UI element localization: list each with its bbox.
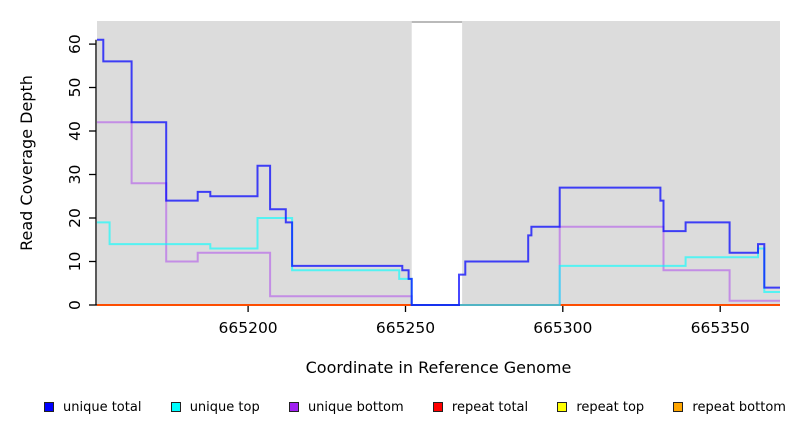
series-line-unique-bottom [97,121,780,306]
legend-item-repeat-top: repeat top [557,401,644,414]
y-tick-label: 30 [66,165,84,185]
legend-swatch-repeat-top [557,402,568,412]
legend-swatch-repeat-total [432,402,443,412]
legend-label: unique bottom [307,399,404,415]
legend-item-unique-total: unique total [44,401,141,414]
legend: unique total unique top unique bottom repea… [44,396,786,418]
coverage-gap-region [411,21,463,305]
legend-item-unique-top: unique top [170,399,260,415]
y-tick-label: 60 [66,34,84,54]
x-tick-label: 665200 [219,319,278,337]
legend-label: unique top [189,399,260,415]
y-axis-title: Read Coverage Depth [17,75,36,251]
x-tick-label: 665250 [376,319,435,337]
legend-swatch-unique-bottom [288,402,299,412]
legend-swatch-unique-total [44,402,54,412]
legend-label: repeat top [576,399,645,415]
legend-item-unique-bottom: unique bottom [288,399,404,415]
x-tick-label: 665300 [533,319,592,337]
y-tick-label: 10 [66,252,84,272]
legend-item-repeat-total: repeat total [432,399,529,415]
y-tick-label: 0 [66,300,84,310]
legend-label: unique total [63,399,142,415]
legend-item-repeat-bottom: repeat bottom [673,401,786,414]
series-line-unique-total [97,38,780,306]
legend-label: repeat total [451,399,529,415]
y-tick-label: 20 [66,208,84,228]
x-axis-title: Coordinate in Reference Genome [305,358,572,377]
y-tick-label: 40 [66,121,84,141]
legend-swatch-repeat-bottom [673,402,684,412]
x-tick-label: 665350 [691,319,750,337]
legend-label: repeat bottom [692,399,786,415]
legend-swatch-unique-top [170,402,181,412]
y-tick-label: 50 [66,78,84,98]
